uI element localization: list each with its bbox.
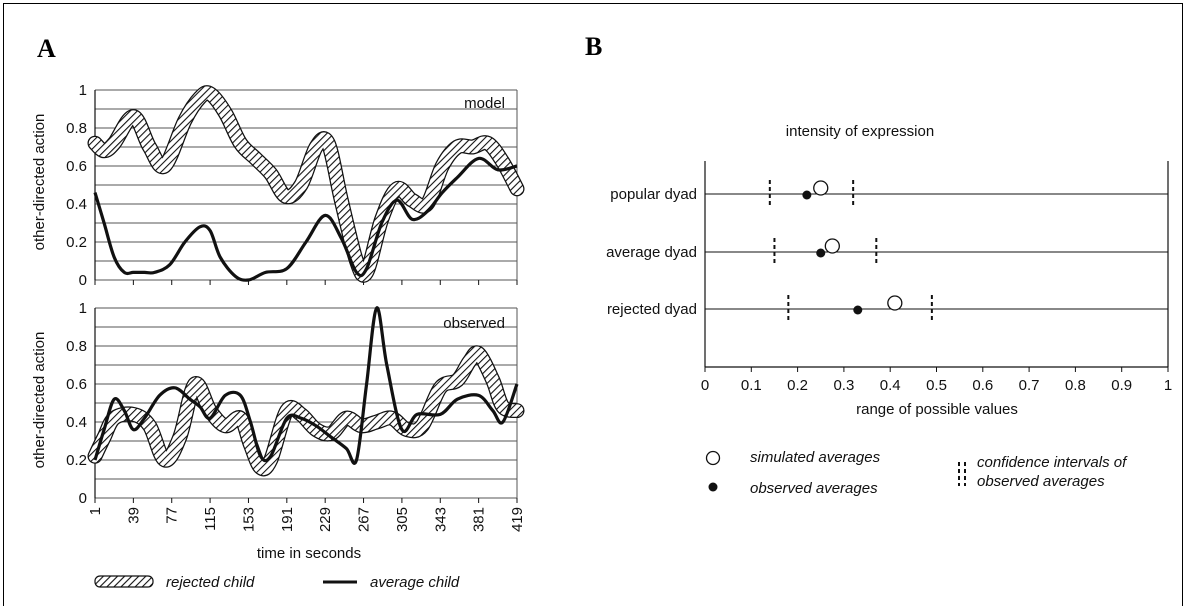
y-tick-label: 0.8 <box>66 120 87 137</box>
x-tick-label: 1 <box>87 507 104 515</box>
panel-letter-b: B <box>585 32 602 61</box>
x-tick-label: 305 <box>394 507 411 532</box>
legend-label-simulated: simulated averages <box>750 449 881 466</box>
x-tick-label: 0.8 <box>1065 377 1086 394</box>
chart-title-intensity: intensity of expression <box>786 123 934 140</box>
x-tick-label: 77 <box>164 507 181 524</box>
legend-marker-observed <box>709 483 718 492</box>
x-tick-label: 153 <box>241 507 258 532</box>
x-tick-label: 343 <box>432 507 449 532</box>
x-tick-label: 0.9 <box>1111 377 1132 394</box>
point-observed-average <box>816 249 825 258</box>
legend-marker-simulated <box>707 452 720 465</box>
series-rejected-child-band <box>95 353 517 469</box>
category-label: rejected dyad <box>607 301 697 318</box>
x-tick-label: 419 <box>509 507 526 532</box>
y-tick-labels: 0 0.2 0.4 0.6 0.8 1 <box>66 300 87 507</box>
legend-label-rejected-child: rejected child <box>166 574 255 591</box>
panel-b-intensity-chart: intensity of expression popular dyad aver… <box>606 123 1172 418</box>
category-label: popular dyad <box>610 186 697 203</box>
legend-b: simulated averages observed averages con… <box>707 449 1129 497</box>
grid-lines <box>95 308 517 503</box>
y-tick-label: 1 <box>79 82 87 99</box>
series-rejected-child-band <box>95 93 517 276</box>
x-tick-label: 0.2 <box>787 377 808 394</box>
x-tick-label: 0.3 <box>833 377 854 394</box>
x-tick-label: 381 <box>471 507 488 532</box>
y-tick-label: 0 <box>79 272 87 289</box>
legend-a: rejected child average child <box>95 574 460 591</box>
legend-label-observed: observed averages <box>750 480 878 497</box>
x-axis-label: time in seconds <box>257 545 361 562</box>
y-tick-label: 1 <box>79 300 87 317</box>
x-tick-label: 0.5 <box>926 377 947 394</box>
y-tick-label: 0.2 <box>66 452 87 469</box>
x-tick-label: 229 <box>317 507 334 532</box>
x-tick-label: 0 <box>701 377 709 394</box>
x-tick-label: 39 <box>125 507 142 524</box>
y-tick-label: 0.8 <box>66 338 87 355</box>
x-tick-label: 0.4 <box>880 377 901 394</box>
legend-label-ci-line1: confidence intervals of <box>977 454 1128 471</box>
chart-title-observed: observed <box>443 315 505 332</box>
point-simulated-average <box>814 181 828 195</box>
x-tick-label: 1 <box>1164 377 1172 394</box>
point-observed-average <box>802 191 811 200</box>
chart-title-model: model <box>464 95 505 112</box>
x-tick-labels: 0 0.1 0.2 0.3 0.4 0.5 0.6 0.7 0.8 0.9 1 <box>701 377 1172 394</box>
y-tick-label: 0.2 <box>66 234 87 251</box>
y-tick-label: 0.4 <box>66 196 87 213</box>
panel-a-model-chart: 0 0.2 0.4 0.6 0.8 1 model <box>66 82 517 289</box>
series-layer <box>95 93 517 281</box>
y-axis-label-model: other-directed action <box>31 114 48 251</box>
point-simulated-average <box>888 296 902 310</box>
y-tick-label: 0 <box>79 490 87 507</box>
x-tick-label: 0.6 <box>972 377 993 394</box>
point-observed-average <box>853 306 862 315</box>
y-tick-label: 0.6 <box>66 376 87 393</box>
y-tick-labels: 0 0.2 0.4 0.6 0.8 1 <box>66 82 87 289</box>
category-label: average dyad <box>606 244 697 261</box>
x-axis-label-range: range of possible values <box>856 401 1018 418</box>
x-tick-label: 0.7 <box>1019 377 1040 394</box>
y-axis-label-observed: other-directed action <box>31 332 48 469</box>
x-tick-labels: 1 39 77 115 153 191 229 267 305 343 381 419 <box>87 507 526 532</box>
point-simulated-average <box>825 239 839 253</box>
panel-letter-a: A <box>37 34 56 63</box>
category-labels: popular dyad average dyad rejected dyad <box>606 186 697 318</box>
x-tick-label: 0.1 <box>741 377 762 394</box>
plot-frame <box>705 161 1168 372</box>
x-tick-label: 191 <box>279 507 296 532</box>
legend-swatch-rejected-child <box>95 576 153 587</box>
legend-label-ci-line2: observed averages <box>977 473 1105 490</box>
legend-label-average-child: average child <box>370 574 460 591</box>
x-tick-label: 267 <box>356 507 373 532</box>
y-tick-label: 0.6 <box>66 158 87 175</box>
y-tick-label: 0.4 <box>66 414 87 431</box>
panel-a-observed-chart: 0 0.2 0.4 0.6 0.8 1 1 39 77 115 153 191 229 267 305 34… <box>66 300 526 532</box>
x-tick-label: 115 <box>202 507 219 531</box>
